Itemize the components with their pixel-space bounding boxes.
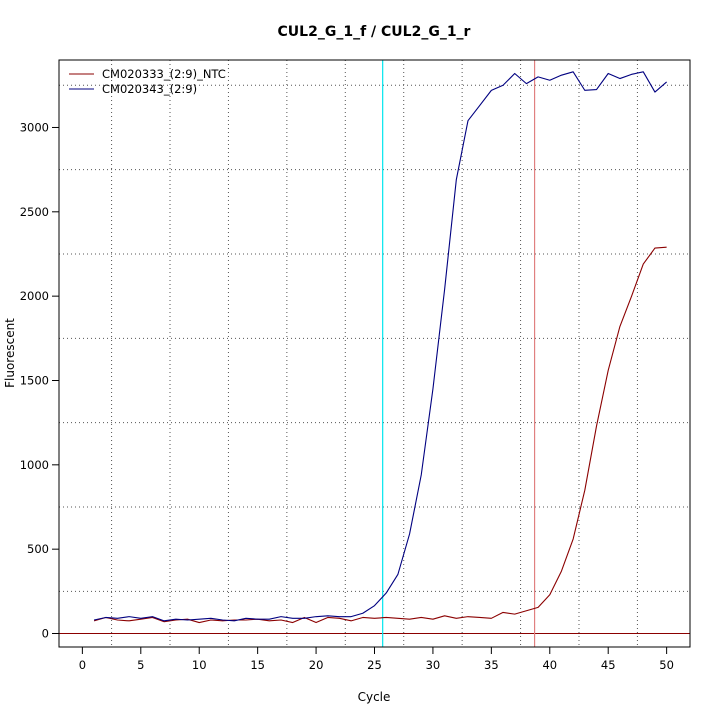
y-axis-label: Fluorescent [3,318,17,388]
x-axis-label: Cycle [358,690,391,704]
x-tick-label: 25 [367,658,382,672]
x-tick-label: 5 [137,658,144,672]
x-axis: 0 5 10 15 20 25 30 35 40 45 50 [79,646,674,672]
chart-title: CUL2_G_1_f / CUL2_G_1_r [278,24,471,40]
series-lines [93,71,667,624]
x-tick-label: 50 [659,658,674,672]
x-tick-label: 40 [542,658,557,672]
grid [59,60,690,647]
x-tick-label: 35 [484,658,499,672]
y-tick-label: 0 [42,627,49,641]
x-tick-label: 20 [309,658,324,672]
legend-label-2: CM020343_(2:9) [102,82,197,96]
x-tick-label: 30 [426,658,441,672]
reference-lines [59,60,690,647]
y-tick-label: 2000 [20,289,49,303]
legend-label-1: CM020333_(2:9)_NTC [102,67,226,81]
y-tick-label: 500 [27,542,49,556]
plot-frame [58,59,691,648]
x-tick-label: 0 [79,658,86,672]
x-tick-label: 15 [250,658,265,672]
y-tick-label: 1500 [20,373,49,387]
y-tick-label: 2500 [20,205,49,219]
y-tick-label: 1000 [20,458,49,472]
series-line-2 [93,71,667,622]
series-line-1 [93,246,667,624]
x-tick-label: 10 [192,658,207,672]
x-tick-label: 45 [601,658,616,672]
y-axis: 0 500 1000 1500 2000 2500 3000 [20,120,60,641]
y-tick-label: 3000 [20,120,49,134]
